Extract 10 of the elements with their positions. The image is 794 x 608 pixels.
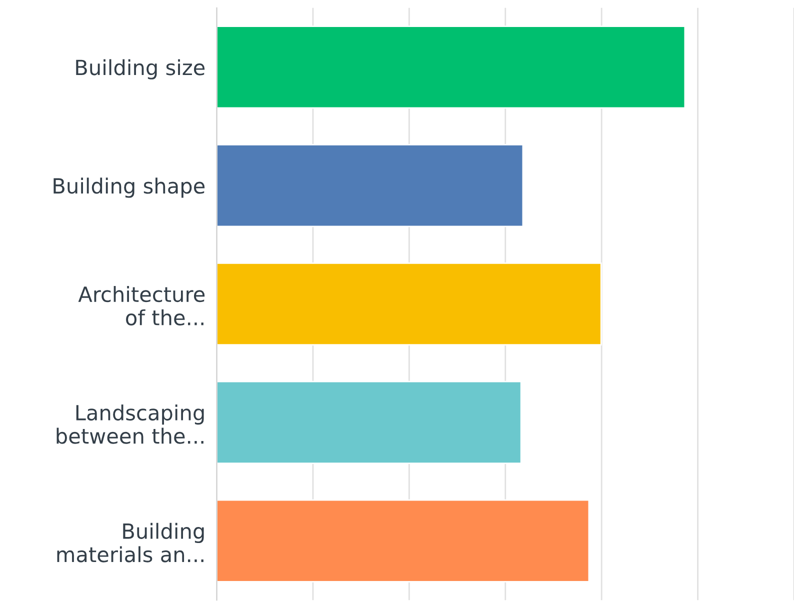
y-tick-label: Landscaping between the...: [56, 404, 204, 444]
y-tick-label: Architecture of the...: [78, 286, 205, 326]
bar: [216, 26, 686, 109]
y-tick-label: Building materials an...: [57, 522, 204, 562]
bar: [216, 262, 602, 346]
y-tick-label: Building size: [76, 59, 205, 80]
y-tick-label: Building shape: [54, 178, 205, 198]
bar: [216, 499, 590, 582]
bar: [216, 144, 524, 228]
bar: [216, 380, 522, 464]
